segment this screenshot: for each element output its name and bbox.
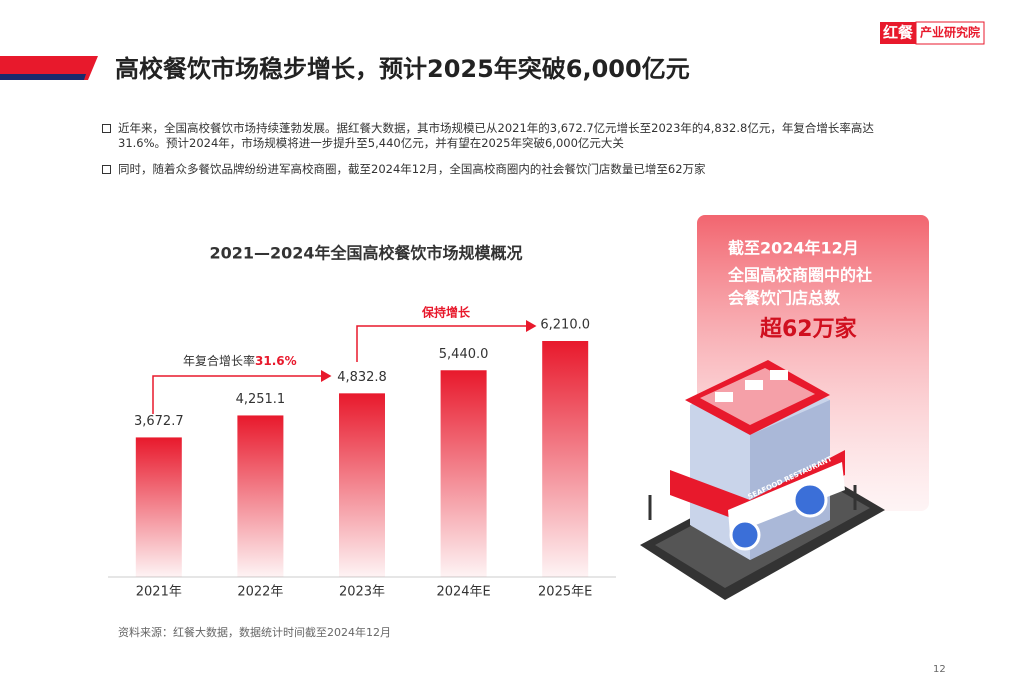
logo-box bbox=[880, 22, 916, 44]
page-number: 12 bbox=[933, 664, 946, 675]
chart-title: 2021—2024年全国高校餐饮市场规模概况 bbox=[209, 244, 522, 263]
value-label: 6,210.0 bbox=[540, 318, 590, 333]
x-tick-label: 2021年 bbox=[136, 585, 182, 600]
header-bar-accent bbox=[0, 74, 86, 80]
logo-frame bbox=[915, 21, 985, 45]
annotation: 保持增长 bbox=[421, 305, 471, 320]
callout-line: 会餐饮门店总数 bbox=[728, 289, 841, 308]
bar bbox=[135, 437, 182, 577]
bar bbox=[440, 370, 487, 577]
bar bbox=[542, 341, 589, 577]
callout-line: 全国高校商圈中的社 bbox=[727, 266, 872, 285]
callout-line: 截至2024年12月 bbox=[728, 239, 859, 258]
annotation: 年复合增长率31.6% bbox=[183, 353, 297, 368]
logo-name: 产业研究院 bbox=[920, 25, 980, 40]
x-tick-label: 2025年E bbox=[538, 585, 592, 600]
building-illustration: SEAFOOD RESTAURANT bbox=[640, 360, 885, 600]
x-tick-label: 2022年 bbox=[237, 585, 283, 600]
growth-arrow bbox=[152, 370, 332, 414]
bar bbox=[339, 393, 385, 577]
annotation-text: 年复合增长率 bbox=[183, 353, 255, 368]
value-label: 4,832.8 bbox=[337, 370, 387, 385]
logo-brand: 红餐 bbox=[883, 24, 914, 42]
value-label: 5,440.0 bbox=[439, 347, 489, 362]
source: 资料来源：红餐大数据，数据统计时间截至2024年12月 bbox=[118, 625, 391, 639]
page-title: 高校餐饮市场稳步增长，预计2025年突破6,000亿元 bbox=[115, 55, 690, 83]
annotation-highlight: 31.6% bbox=[255, 354, 297, 368]
bar bbox=[237, 415, 284, 577]
value-label: 4,251.1 bbox=[236, 392, 286, 407]
value-label: 3,672.7 bbox=[134, 414, 184, 429]
bullet: 近年来，全国高校餐饮市场持续蓬勃发展。据红餐大数据，其市场规模已从2021年的3… bbox=[102, 121, 918, 151]
x-tick-label: 2024年E bbox=[436, 585, 490, 600]
growth-arrow bbox=[356, 320, 537, 362]
x-tick-label: 2023年 bbox=[339, 585, 385, 600]
bullet: 同时，随着众多餐饮品牌纷纷进军高校商圈，截至2024年12月，全国高校商圈内的社… bbox=[102, 162, 918, 177]
callout-highlight: 超62万家 bbox=[760, 316, 858, 342]
